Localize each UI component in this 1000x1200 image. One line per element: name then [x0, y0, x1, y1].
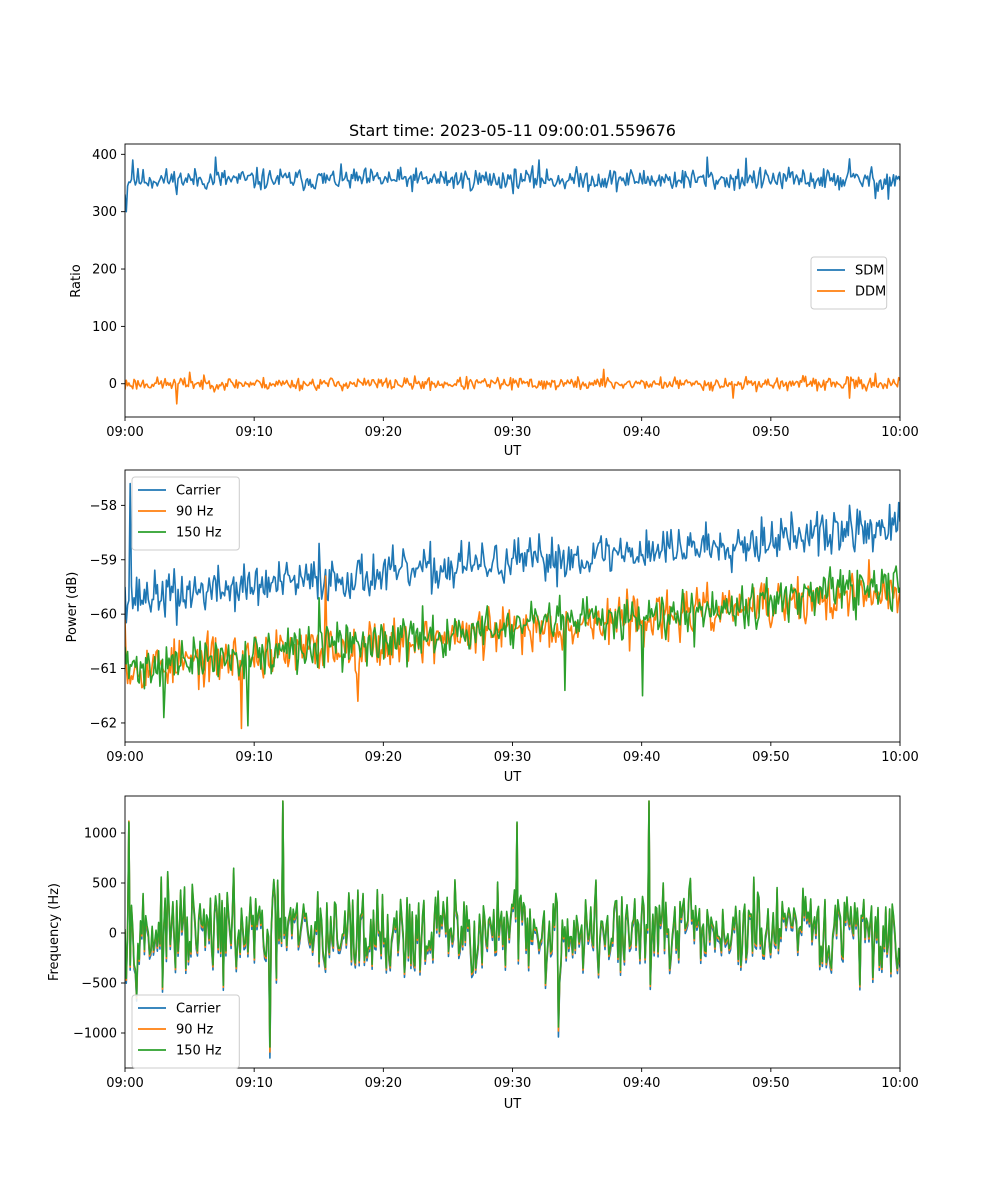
frequency-ylabel: Frequency (Hz): [47, 883, 62, 981]
power-y-tick-label: −58: [90, 499, 117, 514]
frequency-plot-area: 09:00 09:10 09:20 09:30 09:40 09:50 10:00 −1000…: [73, 795, 919, 1091]
ratio-x-tick-label: 09:30: [494, 425, 531, 440]
ratio-plot-area: 09:00 09:10 09:20 09:30 09:40 09:50 10:00 0 100 2…: [92, 143, 919, 440]
ratio-x-tick-label: 09:10: [235, 425, 272, 440]
ratio-y-tick-label: 300: [92, 205, 117, 220]
power-y-tick-label: −61: [90, 662, 117, 677]
power-series-carrier: [125, 482, 900, 626]
ratio-x-tick-label: 09:50: [752, 425, 789, 440]
frequency-legend-label-150-hz: 150 Hz: [176, 1044, 222, 1059]
frequency-x-tick-label: 09:50: [752, 1076, 789, 1091]
ratio-y-tick-label: 0: [109, 377, 117, 392]
panel-ratio: 09:00 09:10 09:20 09:30 09:40 09:50 10:00 0 100 2…: [69, 143, 919, 459]
frequency-legend-label-90-hz: 90 Hz: [176, 1023, 213, 1038]
ratio-series-group: [125, 156, 900, 405]
frequency-legend: Carrier 90 Hz 150 Hz: [131, 994, 240, 1069]
power-series-150-hz: [125, 565, 900, 727]
frequency-y-tick-label: −500: [81, 977, 117, 992]
power-series-group: [125, 482, 900, 730]
frequency-x-tick-label: 09:30: [494, 1076, 531, 1091]
panel-frequency: 09:00 09:10 09:20 09:30 09:40 09:50 10:00 −1000…: [47, 795, 919, 1112]
power-x-tick-label: 09:10: [235, 750, 272, 765]
frequency-legend-label-carrier: Carrier: [176, 1002, 221, 1017]
panel-power: 09:00 09:10 09:20 09:30 09:40 09:50 10:00 −62 −6…: [65, 469, 919, 785]
ratio-x-tick-label: 09:00: [106, 425, 143, 440]
figure-title: Start time: 2023-05-11 09:00:01.559676: [349, 121, 676, 140]
ratio-x-tick-label: 10:00: [881, 425, 918, 440]
power-plot-area: 09:00 09:10 09:20 09:30 09:40 09:50 10:00 −62 −6…: [90, 469, 919, 765]
frequency-y-tick-label: 1000: [84, 827, 117, 842]
power-x-tick-label: 09:40: [623, 750, 660, 765]
power-legend: Carrier 90 Hz 150 Hz: [131, 476, 240, 551]
power-legend-label-150-hz: 150 Hz: [176, 526, 222, 541]
ratio-xlabel: UT: [504, 444, 522, 459]
ratio-x-tick-label: 09:20: [365, 425, 402, 440]
frequency-y-tick-label: −1000: [73, 1027, 117, 1042]
power-y-tick-label: −59: [90, 553, 117, 568]
power-legend-label-carrier: Carrier: [176, 484, 221, 499]
frequency-y-tick-label: 0: [109, 927, 117, 942]
power-x-tick-label: 09:30: [494, 750, 531, 765]
ratio-legend-label-ddm: DDM: [855, 285, 886, 300]
frequency-x-tick-label: 09:00: [106, 1076, 143, 1091]
ratio-legend: SDM DDM: [810, 256, 888, 310]
power-y-tick-label: −60: [90, 608, 117, 623]
ratio-legend-label-sdm: SDM: [855, 264, 884, 279]
ratio-y-tick-label: 100: [92, 320, 117, 335]
ratio-y-tick-label: 200: [92, 263, 117, 278]
power-ylabel: Power (dB): [65, 572, 80, 643]
power-legend-label-90-hz: 90 Hz: [176, 505, 213, 520]
ratio-series-ddm: [125, 368, 900, 405]
power-x-tick-label: 09:20: [365, 750, 402, 765]
power-x-tick-label: 10:00: [881, 750, 918, 765]
frequency-y-tick-label: 500: [92, 877, 117, 892]
frequency-series-150-hz: [125, 800, 900, 1048]
frequency-x-tick-label: 10:00: [881, 1076, 918, 1091]
power-y-tick-label: −62: [90, 716, 117, 731]
frequency-x-tick-label: 09:40: [623, 1076, 660, 1091]
ratio-x-tick-label: 09:40: [623, 425, 660, 440]
frequency-xlabel: UT: [504, 1097, 522, 1112]
power-x-tick-label: 09:00: [106, 750, 143, 765]
power-x-tick-label: 09:50: [752, 750, 789, 765]
frequency-x-tick-label: 09:10: [235, 1076, 272, 1091]
frequency-x-tick-label: 09:20: [365, 1076, 402, 1091]
ratio-ylabel: Ratio: [69, 264, 84, 297]
ratio-y-tick-label: 400: [92, 148, 117, 163]
ratio-series-sdm: [125, 156, 900, 213]
power-xlabel: UT: [504, 770, 522, 785]
frequency-series-group: [125, 800, 900, 1059]
